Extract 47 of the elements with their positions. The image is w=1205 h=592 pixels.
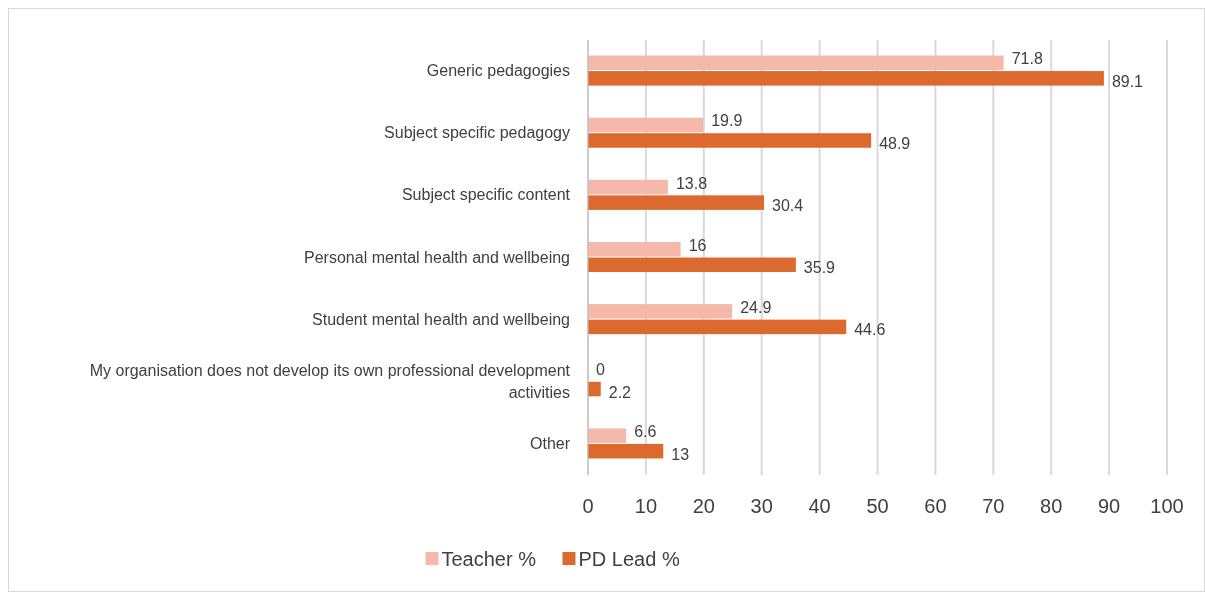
x-tick-label: 30 bbox=[750, 495, 773, 517]
x-tick-label: 60 bbox=[924, 495, 947, 517]
y-tick-label: Subject specific pedagogy bbox=[384, 124, 570, 142]
y-tick-label: Generic pedagogies bbox=[426, 62, 570, 80]
data-label: 2.2 bbox=[608, 383, 632, 401]
x-tick-label: 70 bbox=[982, 495, 1005, 517]
data-label: 89.1 bbox=[1111, 72, 1144, 90]
data-label: 13 bbox=[671, 445, 690, 463]
bar bbox=[588, 195, 765, 210]
x-tick-label: 20 bbox=[692, 495, 715, 517]
legend-label: Teacher % bbox=[441, 548, 537, 570]
x-tick-label: 10 bbox=[634, 495, 658, 517]
data-label: 48.9 bbox=[879, 134, 911, 152]
y-tick-label: My organisation does not develop its own professional development activities bbox=[89, 361, 571, 401]
bar bbox=[588, 319, 847, 335]
bar bbox=[588, 55, 1004, 71]
x-tick-label: 50 bbox=[866, 495, 889, 517]
data-label: 71.8 bbox=[1011, 50, 1043, 68]
x-tick-label: 80 bbox=[1040, 495, 1063, 517]
x-tick-label: 40 bbox=[808, 495, 831, 517]
bar bbox=[588, 257, 796, 273]
data-label: 44.6 bbox=[854, 321, 886, 339]
data-label: 16 bbox=[688, 236, 707, 254]
bar bbox=[588, 304, 733, 319]
data-label: 24.9 bbox=[740, 298, 772, 316]
bar bbox=[588, 71, 1104, 86]
y-tick-label: Other bbox=[529, 434, 571, 452]
y-tick-label: Student mental health and wellbeing bbox=[312, 310, 570, 328]
x-tick-label: 0 bbox=[582, 495, 594, 517]
bar bbox=[588, 381, 601, 397]
x-tick-label: 100 bbox=[1150, 495, 1184, 517]
data-label: 19.9 bbox=[711, 112, 743, 130]
bar bbox=[588, 428, 627, 443]
data-label: 6.6 bbox=[634, 423, 657, 441]
legend-label: PD Lead % bbox=[578, 548, 680, 570]
bar bbox=[588, 241, 681, 257]
y-tick-label: Personal mental health and wellbeing bbox=[304, 248, 570, 266]
data-label: 30.4 bbox=[772, 197, 804, 215]
bar bbox=[588, 179, 668, 195]
bar bbox=[588, 117, 704, 133]
data-label: 35.9 bbox=[803, 259, 836, 277]
x-tick-label: 90 bbox=[1097, 495, 1121, 517]
data-label: 0 bbox=[596, 361, 605, 379]
data-label: 13.8 bbox=[675, 174, 708, 192]
y-tick-label: Subject specific content bbox=[401, 186, 571, 204]
bar bbox=[588, 443, 664, 459]
bar bbox=[588, 133, 872, 148]
